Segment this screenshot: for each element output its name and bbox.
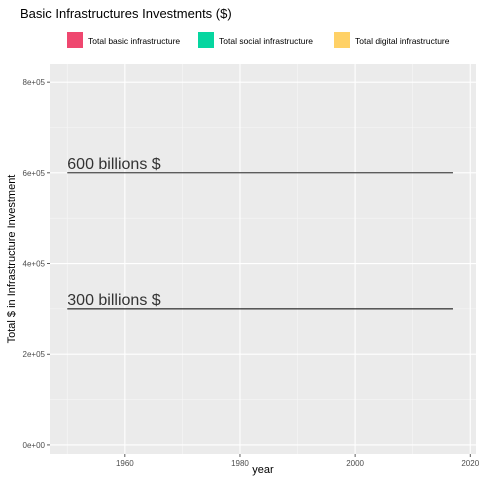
legend-label: Total digital infrastructure (355, 36, 450, 46)
legend-key (67, 32, 83, 48)
y-axis-label: Total $ in Infrastructure Investment (6, 175, 18, 344)
legend-label: Total social infrastructure (219, 36, 313, 46)
y-tick-label: 4e+05 (23, 260, 46, 269)
chart-title: Basic Infrastructures Investments ($) (20, 6, 232, 21)
y-tick-label: 8e+05 (23, 78, 46, 87)
legend: Total basic infrastructure Total social i… (67, 32, 450, 48)
x-tick-label: 1960 (116, 459, 134, 468)
reference-lines: 600 billions $ 300 billions $ (67, 156, 453, 310)
x-tick-label: 2020 (461, 459, 479, 468)
y-tick-label: 6e+05 (23, 169, 46, 178)
x-axis-label: year (252, 464, 274, 476)
legend-key (334, 32, 350, 48)
plot-panel (50, 64, 476, 454)
legend-key (198, 32, 214, 48)
x-axis-ticks: 1960 1980 2000 2020 (116, 454, 480, 468)
reference-line-label: 300 billions $ (67, 292, 160, 309)
y-tick-label: 2e+05 (23, 350, 46, 359)
y-tick-label: 0e+00 (23, 441, 46, 450)
legend-label: Total basic infrastructure (88, 36, 180, 46)
y-axis-ticks: 0e+00 2e+05 4e+05 6e+05 8e+05 (23, 78, 50, 450)
x-tick-label: 2000 (346, 459, 364, 468)
major-gridlines (50, 64, 476, 454)
reference-line-label: 600 billions $ (67, 156, 160, 173)
x-tick-label: 1980 (231, 459, 249, 468)
